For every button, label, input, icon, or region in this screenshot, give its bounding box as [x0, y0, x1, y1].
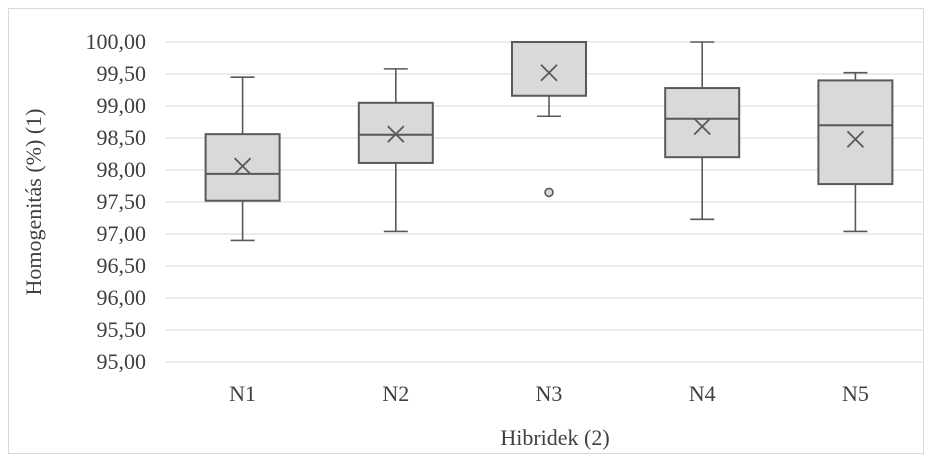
y-tick-label: 98,50	[97, 125, 147, 150]
y-tick-label: 98,00	[97, 157, 147, 182]
box-n1	[204, 76, 281, 242]
x-tick-label: N4	[689, 381, 716, 406]
y-axis-title: Homogenitás (%) (1)	[21, 109, 46, 296]
y-tick-label: 96,00	[97, 285, 147, 310]
mean-marker	[387, 125, 405, 143]
y-tick-label: 99,50	[97, 61, 147, 86]
chart-frame	[8, 8, 924, 454]
mean-marker	[540, 64, 558, 82]
y-tick-label: 95,50	[97, 317, 147, 342]
box-n2	[357, 68, 434, 233]
y-tick-label: 97,50	[97, 189, 147, 214]
interquartile-box	[357, 101, 434, 164]
interquartile-box	[204, 133, 281, 202]
x-tick-label: N1	[229, 381, 256, 406]
mean-marker	[233, 157, 252, 175]
y-tick-label: 99,00	[97, 93, 147, 118]
interquartile-box	[817, 79, 894, 186]
x-tick-label: N5	[842, 381, 869, 406]
box-n4	[664, 41, 741, 221]
box-n3	[511, 41, 587, 198]
outlier-point	[544, 187, 554, 198]
box-n5	[817, 71, 894, 233]
mean-marker	[693, 117, 711, 136]
x-tick-label: N3	[536, 381, 563, 406]
y-tick-label: 96,50	[97, 253, 147, 278]
y-tick-label: 95,00	[97, 349, 147, 374]
interquartile-box	[511, 41, 587, 97]
interquartile-box	[664, 87, 741, 159]
x-axis-title: Hibridek (2)	[500, 425, 609, 450]
y-tick-label: 100,00	[86, 29, 147, 54]
mean-marker	[846, 130, 865, 148]
y-tick-label: 97,00	[97, 221, 147, 246]
box-series	[204, 41, 894, 242]
x-tick-label: N2	[382, 381, 409, 406]
x-axis-ticks: N1 N2 N3 N4 N5	[229, 381, 869, 406]
y-axis-ticks: 95,00 95,50 96,00 96,50 97,00 97,50 98,00 98,50…	[86, 29, 147, 374]
